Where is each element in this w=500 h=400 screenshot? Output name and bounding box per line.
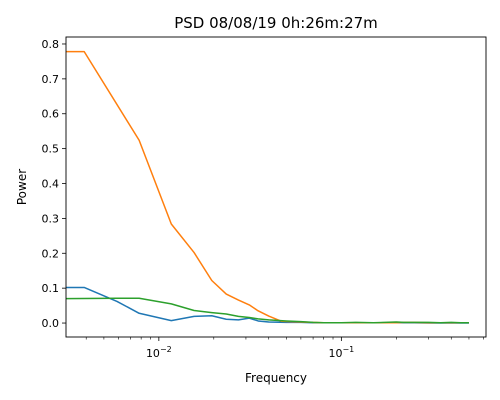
y-tick-label: 0.8 <box>42 38 60 51</box>
y-tick-label: 0.0 <box>42 317 60 330</box>
y-tick-label: 0.3 <box>42 212 60 225</box>
x-axis-label: Frequency <box>245 371 307 385</box>
y-tick-label: 0.4 <box>42 178 60 191</box>
y-axis-label: Power <box>15 169 29 205</box>
y-tick-label: 0.6 <box>42 108 60 121</box>
chart-title: PSD 08/08/19 0h:26m:27m <box>174 14 378 32</box>
y-tick-label: 0.2 <box>42 247 60 260</box>
y-tick-label: 0.7 <box>42 73 60 86</box>
y-tick-label: 0.1 <box>42 282 60 295</box>
y-tick-label: 0.5 <box>42 143 60 156</box>
